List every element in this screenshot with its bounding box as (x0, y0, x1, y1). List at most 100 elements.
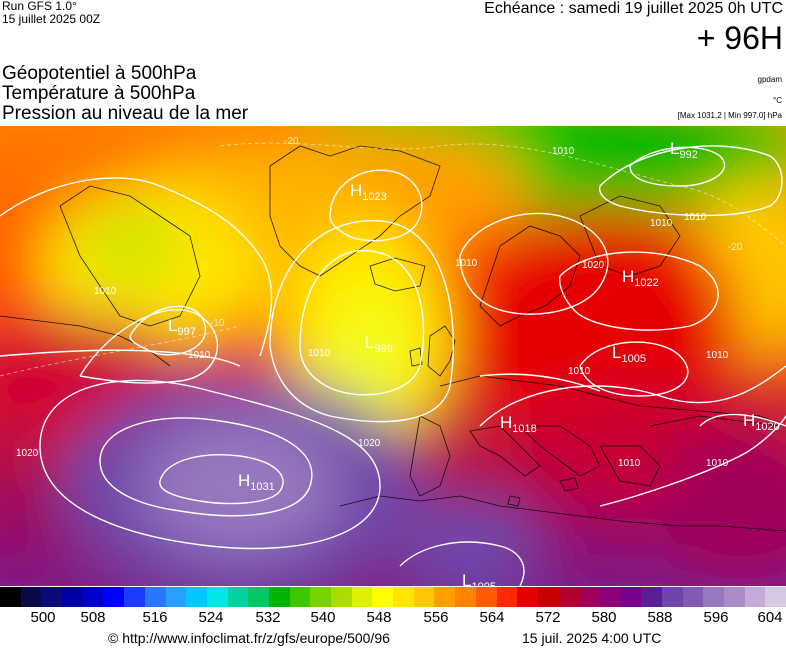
color-swatch (0, 587, 21, 607)
isobar-value-label: 1010 (650, 218, 673, 229)
valid-time: Echéance : samedi 19 juillet 2025 0h UTC (484, 0, 783, 17)
color-swatch (268, 587, 290, 607)
high-pressure-label: H1020 (743, 411, 780, 433)
low-pressure-label: L999 (365, 333, 393, 355)
color-swatch (372, 587, 394, 607)
field-geopotential: Géopotentiel à 500hPa (2, 63, 197, 84)
color-swatch (475, 587, 497, 607)
color-scale-tick: 524 (198, 609, 224, 626)
model-run-title: Run GFS 1.0° (2, 0, 77, 13)
color-swatch (434, 587, 456, 607)
isobars (0, 145, 786, 586)
color-swatch (393, 587, 414, 607)
color-scale-tick: 532 (255, 609, 281, 626)
color-swatch (620, 587, 642, 607)
unit-pressure-range: [Max 1031.2 | Min 997.0] hPa (677, 111, 782, 120)
color-swatch (186, 587, 207, 607)
isobar-value-label: 1010 (188, 350, 211, 361)
field-pressure: Pression au niveau de la mer (2, 103, 249, 124)
high-pressure-label: H1018 (500, 413, 537, 435)
color-swatch (558, 587, 580, 607)
color-swatch (413, 587, 435, 607)
isobar-value-label: 1020 (358, 438, 381, 449)
color-swatch (227, 587, 249, 607)
color-swatch (82, 587, 104, 607)
isotherm-value-label: -10 (210, 318, 225, 329)
isobar-value-label: 1010 (618, 458, 641, 469)
isobar-value-labels: 1010 1010 1010 1010 1010 1010 1010 1010 1010 1020… (16, 136, 743, 469)
color-swatch (62, 587, 83, 607)
color-swatch (682, 587, 704, 607)
color-scale-tick: 564 (479, 609, 505, 626)
isobar-value-label: 1010 (706, 350, 729, 361)
color-swatch (351, 587, 373, 607)
color-swatch (765, 587, 786, 607)
isobar-value-label: 1020 (16, 448, 39, 459)
color-scale-tick: 556 (423, 609, 449, 626)
low-pressure-label: L992 (670, 139, 698, 161)
color-swatch (206, 587, 228, 607)
color-swatch (599, 587, 621, 607)
color-scale-tick: 516 (142, 609, 168, 626)
color-swatch (103, 587, 125, 607)
isotherm-value-label: -20 (728, 242, 743, 253)
color-swatch (455, 587, 476, 607)
isobar-value-label: 1010 (684, 212, 707, 223)
color-scale-tick: 540 (310, 609, 336, 626)
weather-map: H1023 L992 L997 L999 H1022 L1005 H1018 H1020 H10… (0, 126, 786, 586)
map-canvas: H1023 L992 L997 L999 H1022 L1005 H1018 H1020 H10… (0, 126, 786, 586)
isobar-value-label: 1010 (552, 146, 575, 157)
color-swatch (703, 587, 725, 607)
color-swatch (662, 587, 683, 607)
isobar-value-label: 1010 (706, 458, 729, 469)
pressure-system-labels: H1023 L992 L997 L999 H1022 L1005 H1018 H1020 H10… (168, 139, 780, 586)
low-pressure-label: L1005 (612, 343, 646, 365)
color-swatch (248, 587, 269, 607)
color-scale-tick: 548 (366, 609, 392, 626)
lead-time: + 96H (696, 20, 783, 56)
color-swatch (579, 587, 600, 607)
coastlines (0, 145, 786, 532)
field-temperature: Température à 500hPa (2, 83, 196, 104)
source-url: © http://www.infoclimat.fr/z/gfs/europe/… (108, 630, 390, 646)
color-swatch (289, 587, 311, 607)
isotherms (0, 142, 786, 377)
model-run-date: 15 juillet 2025 00Z (2, 12, 101, 26)
color-swatch (537, 587, 559, 607)
issued-date: 15 juil. 2025 4:00 UTC (522, 630, 662, 646)
color-swatch (641, 587, 662, 607)
color-swatch (144, 587, 166, 607)
color-swatch (496, 587, 518, 607)
color-swatch (331, 587, 352, 607)
color-scale-tick: 500 (30, 609, 56, 626)
color-swatch (744, 587, 766, 607)
color-swatch (517, 587, 538, 607)
isobar-value-label: 1010 (308, 348, 331, 359)
color-scale-tick: 604 (757, 609, 783, 626)
geopotential-field (0, 126, 786, 586)
color-swatch (310, 587, 331, 607)
color-scale-tick: 588 (647, 609, 673, 626)
color-scale-tick: 596 (703, 609, 729, 626)
color-swatch (165, 587, 187, 607)
color-swatch (124, 587, 145, 607)
isotherm-value-label: -20 (284, 136, 299, 147)
color-scale-tick: 508 (80, 609, 106, 626)
unit-geopotential: gpdam (757, 75, 782, 84)
low-pressure-label: L1005 (462, 571, 496, 586)
color-swatch (724, 587, 745, 607)
high-pressure-label: H1031 (238, 471, 275, 493)
color-scale-ticks: 500 508 516 524 532 540 548 556 564 572 580 588 596 6… (0, 609, 786, 629)
color-scale-tick: 572 (535, 609, 561, 626)
unit-temperature: °C (773, 96, 782, 105)
high-pressure-label: H1022 (622, 267, 659, 289)
high-pressure-label: H1023 (350, 181, 387, 203)
isobar-value-label: 1010 (455, 258, 478, 269)
low-pressure-label: L997 (168, 316, 196, 338)
color-swatch (20, 587, 42, 607)
color-scale-tick: 580 (591, 609, 617, 626)
color-swatch (41, 587, 63, 607)
isobar-value-label: 1010 (568, 366, 591, 377)
color-scale-bar (0, 587, 786, 607)
isobar-value-label: 1020 (582, 260, 605, 271)
